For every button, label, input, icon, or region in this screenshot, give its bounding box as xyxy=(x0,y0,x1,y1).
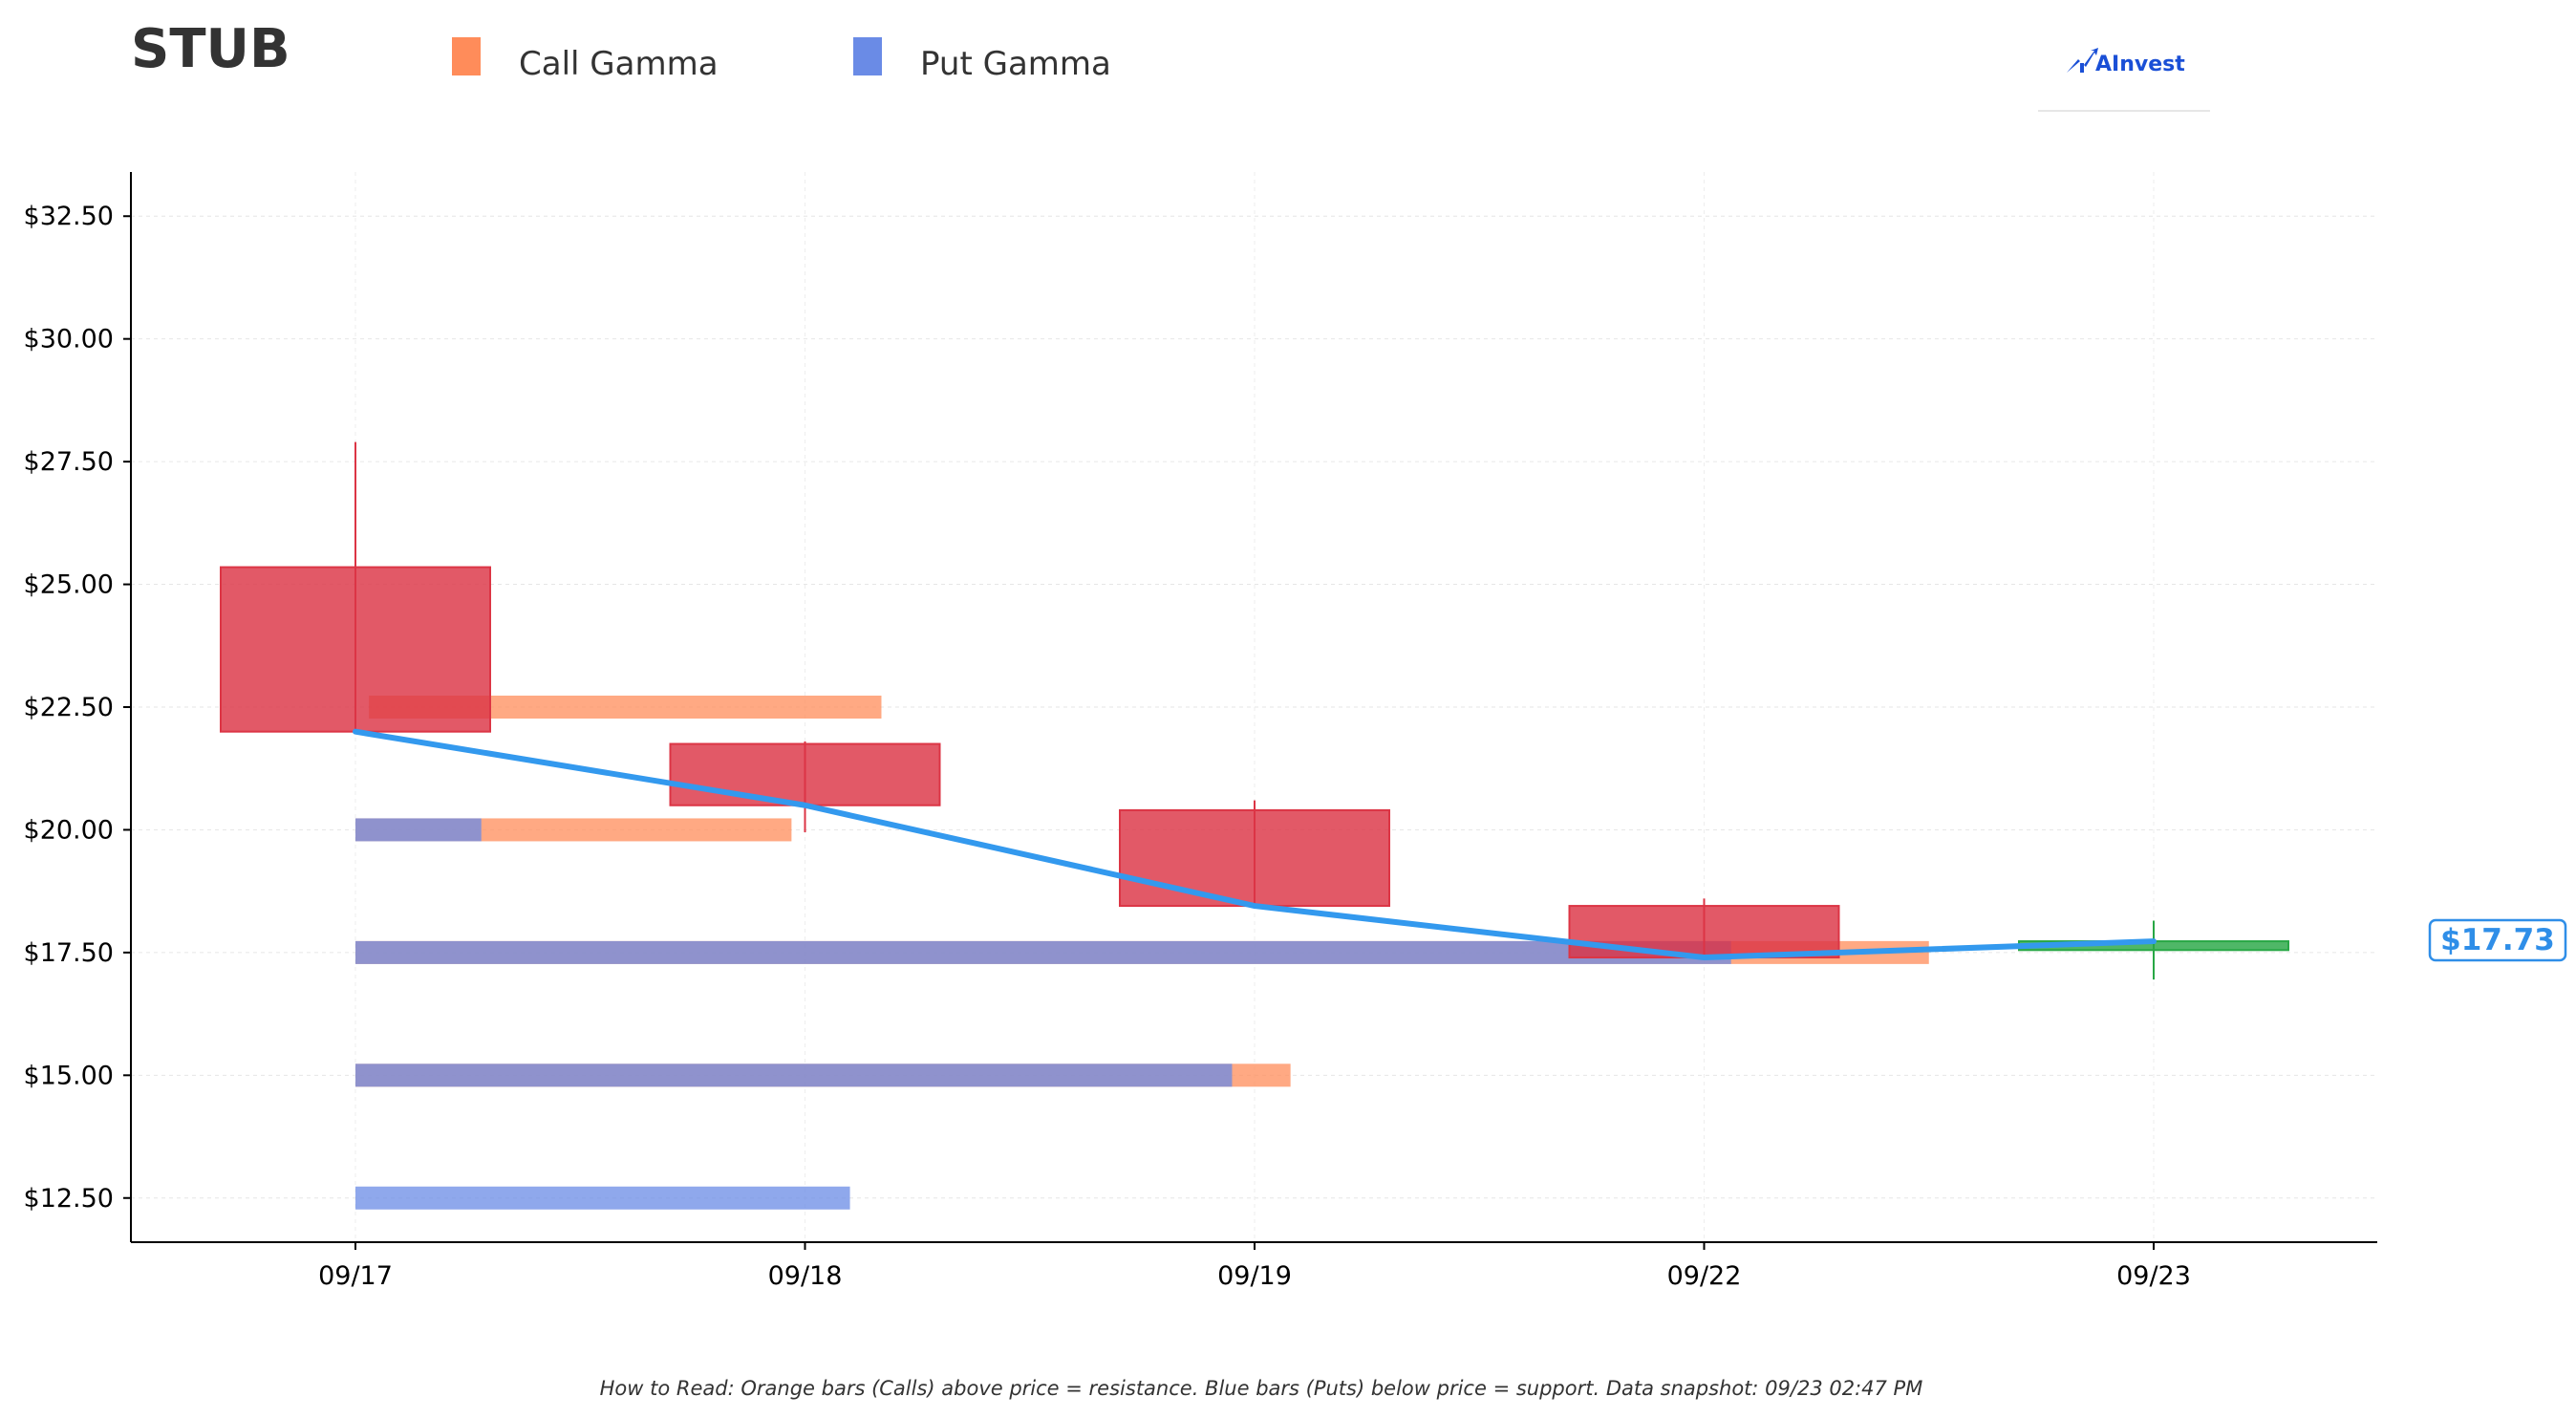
y-tick-label: $15.00 xyxy=(24,1061,114,1090)
legend-put-swatch xyxy=(853,37,882,75)
x-tick-label: 09/22 xyxy=(1667,1261,1742,1291)
y-tick-label: $25.00 xyxy=(24,570,114,600)
put-gamma-bar xyxy=(355,940,1731,964)
x-tick-label: 09/19 xyxy=(1217,1261,1292,1291)
y-tick-label: $27.50 xyxy=(24,447,114,477)
candle-body xyxy=(1119,808,1390,908)
logo-mark-bar-icon xyxy=(2080,63,2084,73)
candlesticks xyxy=(220,441,2289,980)
logo-text: AInvest xyxy=(2095,53,2185,76)
y-tick-label: $32.50 xyxy=(24,202,114,231)
put-gamma-bar xyxy=(355,1064,1233,1087)
legend-put-label: Put Gamma xyxy=(920,45,1111,83)
chart-title: STUB xyxy=(131,18,290,80)
x-tick-label: 09/23 xyxy=(2116,1261,2191,1291)
candle-body xyxy=(220,566,491,733)
price-line xyxy=(353,728,2157,961)
current-price-badge: $17.73 xyxy=(2428,918,2567,962)
put-gamma-bar xyxy=(355,818,482,842)
candle-body xyxy=(669,742,941,806)
y-tick-label: $22.50 xyxy=(24,693,114,722)
current-price-box xyxy=(2428,918,2567,962)
y-tick-label: $30.00 xyxy=(24,325,114,354)
logo-mark-icon xyxy=(2067,48,2098,73)
axes: $12.50 $15.00 $17.50 $20.00 $22.50 $25.00 $27.… xyxy=(24,172,2377,1291)
ainvest-logo: AInvest xyxy=(2038,48,2210,112)
legend-call-swatch xyxy=(452,37,481,75)
x-tick-label: 09/18 xyxy=(768,1261,843,1291)
y-tick-label: $20.00 xyxy=(24,815,114,845)
y-tick-label: $17.50 xyxy=(24,938,114,968)
legend: Call Gamma Put Gamma xyxy=(452,37,1111,83)
x-tick-label: 09/17 xyxy=(318,1261,393,1291)
candle-body xyxy=(1568,905,1840,959)
current-price-label: $17.73 xyxy=(2440,923,2555,957)
y-tick-label: $12.50 xyxy=(24,1184,114,1214)
put-gamma-bar xyxy=(355,1186,850,1210)
footer-note: How to Read: Orange bars (Calls) above p… xyxy=(600,1377,1923,1400)
legend-call-label: Call Gamma xyxy=(519,45,719,83)
close-price-line xyxy=(353,728,2157,961)
